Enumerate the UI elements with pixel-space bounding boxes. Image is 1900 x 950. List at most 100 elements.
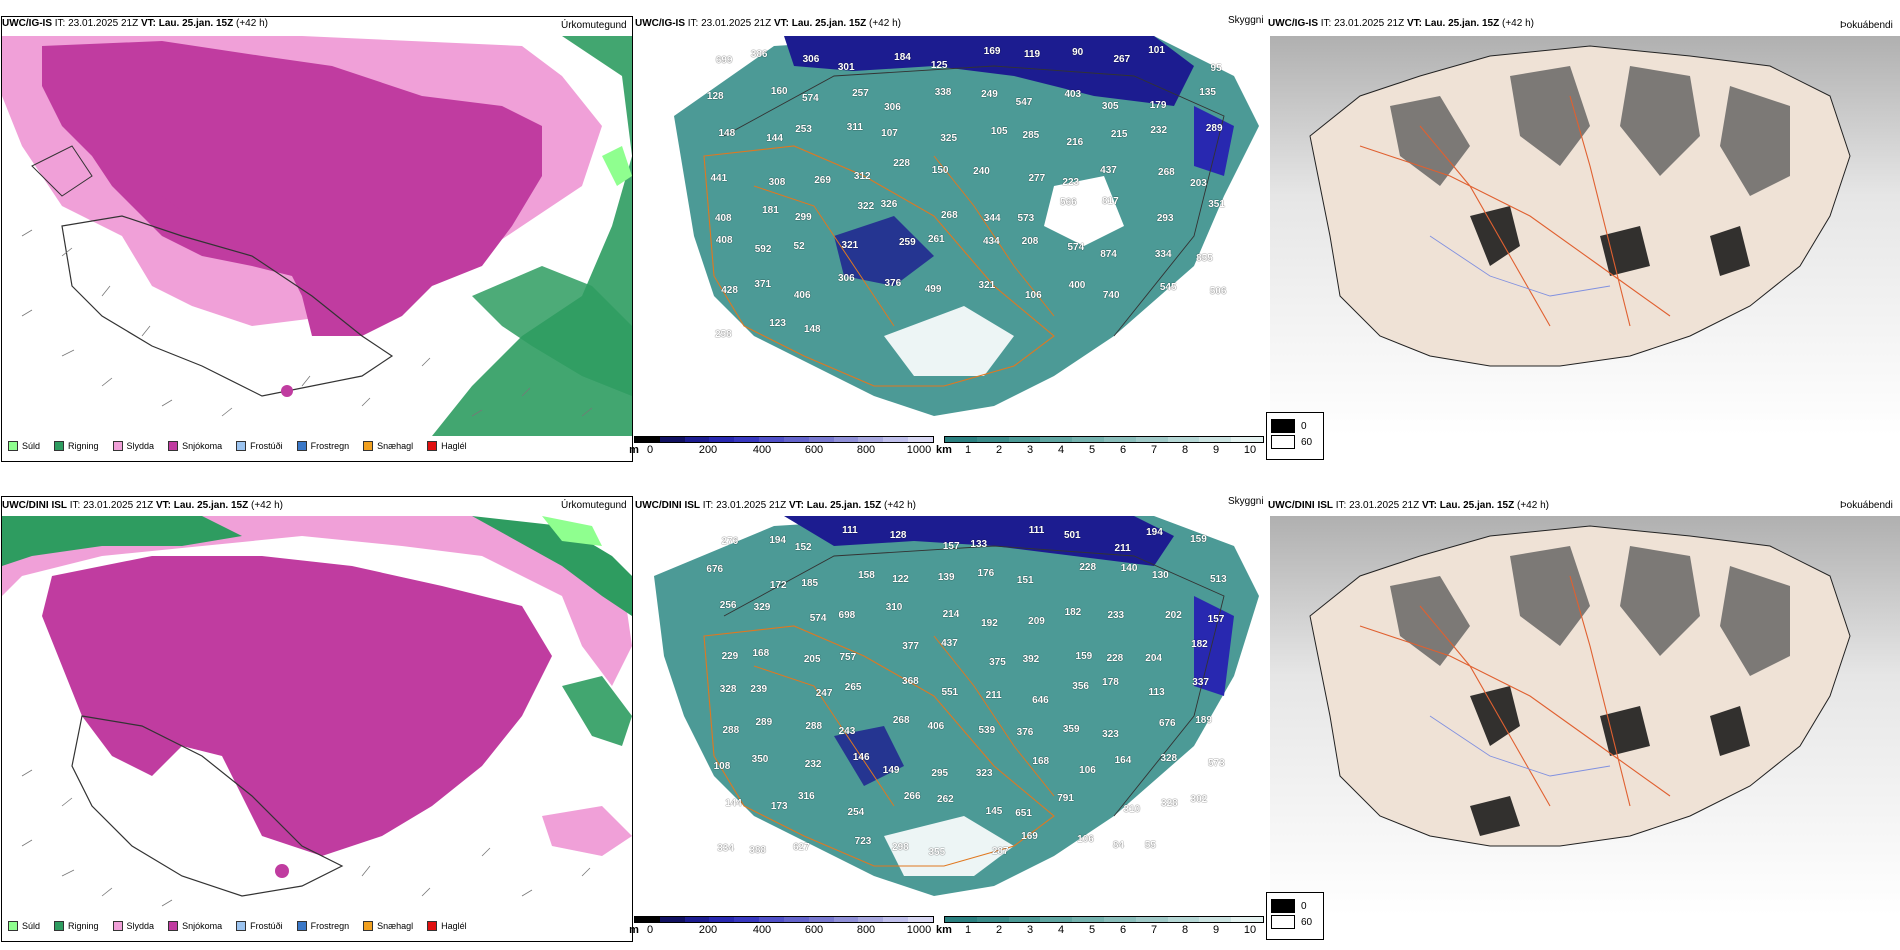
vt-label: VT:	[1421, 500, 1437, 511]
visibility-map-2	[634, 516, 1264, 916]
height-tick: 600	[804, 444, 824, 456]
legend-swatch	[168, 441, 179, 451]
model-name: UWC/DINI ISL	[2, 500, 67, 511]
legend-item: Frostúði	[236, 921, 283, 931]
fog-label-1: Þokuábendi	[1840, 20, 1893, 31]
precip-type-label-2: Úrkomutegund	[561, 500, 627, 511]
lead-time: (+42 h)	[1502, 18, 1534, 29]
fog-label-2: Þokuábendi	[1840, 500, 1893, 511]
height-tick: 200	[698, 444, 718, 456]
visibility-map-1	[634, 36, 1264, 436]
vt-value: Lau. 25.jan. 15Z	[1424, 18, 1500, 29]
height-tick: 600	[804, 924, 824, 936]
visibility-colorbar-1: km 1 2 3 4 5 6 7 8 9 10	[936, 436, 1264, 457]
height-unit: m	[629, 924, 639, 936]
model-name: UWC/DINI ISL	[635, 500, 700, 511]
it-value: 23.01.2025 21Z	[83, 500, 154, 511]
height-tick: 800	[856, 444, 876, 456]
it-value: 23.01.2025 21Z	[1334, 18, 1405, 29]
it-value: 23.01.2025 21Z	[701, 18, 772, 29]
legend-item: Snjókoma	[168, 921, 222, 931]
vis-tick: 4	[1057, 924, 1065, 936]
fog-legend-2: 0 60	[1266, 892, 1324, 940]
fog-swatch	[1271, 419, 1295, 433]
fog-legend-row: 60	[1271, 435, 1312, 449]
vis-tick: 5	[1088, 444, 1096, 456]
height-unit: m	[629, 444, 639, 456]
it-label: IT:	[1320, 18, 1332, 29]
vt-value: Lau. 25.jan. 15Z	[1439, 500, 1515, 511]
precip-map-2	[2, 516, 632, 916]
vis-tick: 10	[1243, 924, 1257, 936]
legend-item: Snjókoma	[168, 441, 222, 451]
height-tick: 400	[752, 924, 772, 936]
legend-item: Slydda	[112, 441, 154, 451]
height-colorbar-fill	[634, 916, 934, 923]
lead-time: (+42 h)	[869, 18, 901, 29]
vis-tick: 3	[1026, 444, 1034, 456]
fog-swatch	[1271, 915, 1295, 929]
vt-label: VT:	[155, 500, 171, 511]
precip-legend-1: Súld Rigning Slydda Snjókoma Frostúði Fr…	[8, 441, 467, 451]
vt-value: Lau. 25.jan. 15Z	[791, 18, 867, 29]
visibility-label-2: Skyggni	[1228, 496, 1264, 507]
legend-swatch	[54, 441, 65, 451]
visibility-unit: km	[936, 444, 952, 456]
legend-item: Rigning	[54, 441, 99, 451]
precip-map-frame-2	[1, 496, 633, 942]
height-colorbar-fill	[634, 436, 934, 443]
height-colorbar-1: m 0 200 400 600 800 1000	[629, 436, 934, 457]
vis-tick: 10	[1243, 444, 1257, 456]
visibility-colorbar-2: km 1 2 3 4 5 6 7 8 9 10	[936, 916, 1264, 937]
height-colorbar-2: m 0 200 400 600 800 1000	[629, 916, 934, 937]
visibility-unit: km	[936, 924, 952, 936]
height-tick: 1000	[906, 444, 932, 456]
panel-title-fog-1: UWC/IG-IS IT: 23.01.2025 21Z VT: Lau. 25…	[1268, 18, 1534, 30]
legend-item: Frostúði	[236, 441, 283, 451]
vis-tick: 1	[964, 444, 972, 456]
legend-item: Haglél	[427, 441, 467, 451]
legend-swatch	[427, 441, 438, 451]
fog-legend-row: 60	[1271, 915, 1312, 929]
legend-swatch	[8, 921, 18, 931]
vis-tick: 9	[1212, 444, 1220, 456]
lead-time: (+42 h)	[251, 500, 283, 511]
legend-swatch	[112, 921, 123, 931]
it-value: 23.01.2025 21Z	[68, 18, 139, 29]
it-label: IT:	[702, 500, 714, 511]
vis-tick: 2	[995, 924, 1003, 936]
vis-tick: 7	[1150, 924, 1158, 936]
vis-tick: 9	[1212, 924, 1220, 936]
legend-swatch	[168, 921, 179, 931]
fog-legend-row: 0	[1271, 419, 1312, 433]
model-name: UWC/IG-IS	[635, 18, 685, 29]
legend-item: Snæhagl	[363, 921, 413, 931]
visibility-colorbar-fill	[944, 916, 1264, 923]
visibility-label-1: Skyggni	[1228, 15, 1264, 26]
fog-legend-row: 0	[1271, 899, 1312, 913]
vt-label: VT:	[140, 18, 156, 29]
legend-item: Frostregn	[296, 441, 349, 451]
vis-tick: 2	[995, 444, 1003, 456]
it-label: IT:	[69, 500, 81, 511]
fog-legend-1: 0 60	[1266, 412, 1324, 460]
lead-time: (+42 h)	[236, 18, 268, 29]
panel-title-precip-2: UWC/DINI ISL IT: 23.01.2025 21Z VT: Lau.…	[2, 500, 283, 512]
fog-map-1	[1270, 36, 1900, 436]
precip-legend-2: Súld Rigning Slydda Snjókoma Frostúði Fr…	[8, 921, 467, 931]
legend-swatch	[363, 441, 374, 451]
legend-item: Snæhagl	[363, 441, 413, 451]
model-name: UWC/IG-IS	[1268, 18, 1318, 29]
height-tick: 800	[856, 924, 876, 936]
panel-title-vis-2: UWC/DINI ISL IT: 23.01.2025 21Z VT: Lau.…	[635, 500, 916, 512]
lead-time: (+42 h)	[884, 500, 916, 511]
vis-tick: 7	[1150, 444, 1158, 456]
vt-value: Lau. 25.jan. 15Z	[173, 500, 249, 511]
precip-map-1	[2, 36, 632, 436]
panel-title-precip-1: UWC/IG-IS IT: 23.01.2025 21Z VT: Lau. 25…	[2, 18, 268, 30]
fog-map-2	[1270, 516, 1900, 916]
vis-tick: 6	[1119, 444, 1127, 456]
precip-map-frame-1	[1, 16, 633, 462]
vt-label: VT:	[1406, 18, 1422, 29]
fog-swatch	[1271, 899, 1295, 913]
